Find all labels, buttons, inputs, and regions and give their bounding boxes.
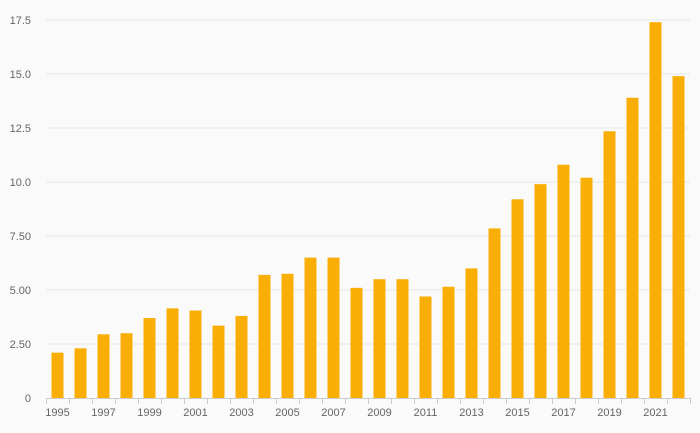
bar-2017 xyxy=(557,164,570,398)
bar-2008 xyxy=(350,287,363,398)
bar-2016 xyxy=(534,184,547,398)
bar-2014 xyxy=(488,228,501,398)
bar-2013 xyxy=(465,268,478,398)
x-tick-label: 2011 xyxy=(414,407,438,419)
y-tick-label: 17.5 xyxy=(10,15,31,27)
x-axis-labels: 1995 1997 1999 2001 2003 2005 2007 2009 2011 2013… xyxy=(45,407,667,419)
bar-2010 xyxy=(396,279,409,398)
x-tick-label: 2009 xyxy=(367,407,391,419)
x-tick-label: 1997 xyxy=(91,407,115,419)
bar-2004 xyxy=(258,274,271,398)
x-tick-label: 2001 xyxy=(183,407,207,419)
bar-2022 xyxy=(672,76,685,398)
bars xyxy=(51,22,685,399)
bar-1998 xyxy=(120,333,133,398)
bar-2001 xyxy=(189,310,202,398)
x-axis-ticks xyxy=(46,398,691,404)
bar-2011 xyxy=(419,296,432,398)
y-tick-label: 12.5 xyxy=(10,123,31,135)
bar-2019 xyxy=(603,131,616,399)
bar-1996 xyxy=(74,348,87,398)
bar-1997 xyxy=(97,334,110,398)
x-tick-label: 1995 xyxy=(45,407,69,419)
x-tick-label: 2017 xyxy=(551,407,575,419)
bar-1999 xyxy=(143,318,156,398)
x-tick-label: 2003 xyxy=(229,407,253,419)
bar-2018 xyxy=(580,177,593,398)
gridlines xyxy=(46,19,690,345)
x-tick-label: 2013 xyxy=(459,407,483,419)
bar-2005 xyxy=(281,273,294,398)
bar-1995 xyxy=(51,352,64,398)
y-tick-label: 10.0 xyxy=(10,177,31,189)
y-tick-label: 2.50 xyxy=(10,339,31,351)
y-tick-label: 7.50 xyxy=(10,231,31,243)
bar-2015 xyxy=(511,199,524,398)
bar-2006 xyxy=(304,257,317,398)
x-tick-label: 2019 xyxy=(597,407,621,419)
x-tick-label: 1999 xyxy=(137,407,161,419)
bar-2020 xyxy=(626,97,639,398)
y-tick-label: 15.0 xyxy=(10,69,31,81)
bar-2009 xyxy=(373,279,386,398)
bar-2003 xyxy=(235,315,248,398)
x-tick-label: 2005 xyxy=(275,407,299,419)
x-tick-label: 2015 xyxy=(505,407,529,419)
bar-2002 xyxy=(212,325,225,398)
y-tick-label: 5.00 xyxy=(10,285,31,297)
bar-2000 xyxy=(166,308,179,398)
x-tick-label: 2007 xyxy=(321,407,345,419)
bar-2012 xyxy=(442,286,455,398)
y-tick-label: 0 xyxy=(25,393,31,405)
bar-2007 xyxy=(327,257,340,398)
y-axis-labels: 0 2.50 5.00 7.50 10.0 12.5 15.0 17.5 xyxy=(10,15,31,405)
bar-2021 xyxy=(649,22,662,398)
x-tick-label: 2021 xyxy=(643,407,667,419)
